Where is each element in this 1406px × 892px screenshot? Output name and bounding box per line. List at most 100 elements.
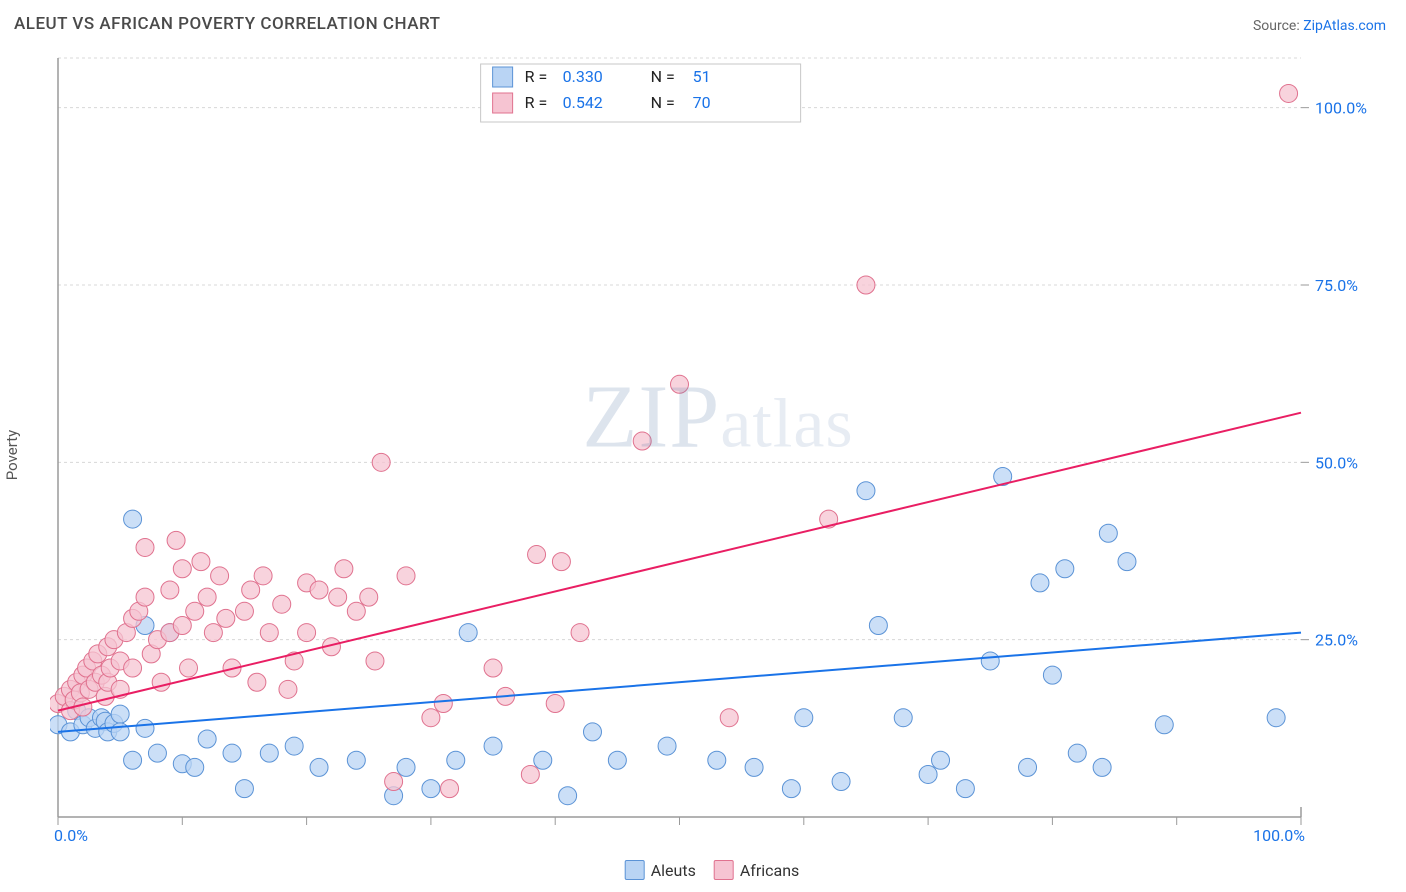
- africans-point: [136, 538, 154, 556]
- legend-swatch: [714, 860, 734, 880]
- aleuts-point: [745, 758, 763, 776]
- source-link[interactable]: ZipAtlas.com: [1303, 18, 1386, 34]
- africans-point: [254, 567, 272, 585]
- y-tick-label: 25.0%: [1315, 631, 1358, 650]
- aleuts-point: [1155, 716, 1173, 734]
- svg-text:N =: N =: [651, 93, 675, 112]
- africans-point: [1280, 84, 1298, 102]
- africans-point: [360, 588, 378, 606]
- aleuts-point: [235, 780, 253, 798]
- aleuts-point: [347, 751, 365, 769]
- africans-point: [434, 695, 452, 713]
- aleuts-point: [1118, 553, 1136, 571]
- africans-point: [720, 709, 738, 727]
- aleuts-point: [932, 751, 950, 769]
- africans-point: [372, 453, 390, 471]
- legend-swatch: [493, 67, 513, 87]
- aleuts-point: [484, 737, 502, 755]
- africans-point: [484, 659, 502, 677]
- africans-point: [279, 680, 297, 698]
- africans-point: [335, 560, 353, 578]
- aleuts-point: [310, 758, 328, 776]
- africans-point: [671, 375, 689, 393]
- africans-point: [441, 780, 459, 798]
- legend-label: Africans: [740, 861, 799, 880]
- africans-point: [310, 581, 328, 599]
- africans-point: [260, 624, 278, 642]
- aleuts-point: [956, 780, 974, 798]
- svg-text:0.542: 0.542: [563, 93, 603, 112]
- africans-point: [397, 567, 415, 585]
- x-tick-label: 100.0%: [1253, 826, 1305, 845]
- africans-point: [571, 624, 589, 642]
- aleuts-point: [223, 744, 241, 762]
- africans-point: [198, 588, 216, 606]
- africans-trendline: [58, 413, 1301, 711]
- bottom-legend: Aleuts Africans: [607, 860, 800, 880]
- africans-point: [186, 602, 204, 620]
- africans-point: [161, 581, 179, 599]
- africans-point: [124, 659, 142, 677]
- africans-point: [385, 773, 403, 791]
- africans-point: [235, 602, 253, 620]
- plot-area: ZIPatlas 25.0%50.0%75.0%100.0%0.0%100.0%…: [50, 50, 1386, 847]
- africans-point: [211, 567, 229, 585]
- africans-point: [248, 673, 266, 691]
- africans-point: [204, 624, 222, 642]
- x-tick-label: 0.0%: [54, 826, 88, 845]
- aleuts-point: [1056, 560, 1074, 578]
- legend-label: Aleuts: [651, 861, 696, 880]
- scatter-svg: 25.0%50.0%75.0%100.0%0.0%100.0%R =0.330N…: [50, 50, 1386, 847]
- y-axis-label: Poverty: [3, 430, 21, 480]
- svg-text:70: 70: [693, 93, 711, 112]
- aleuts-point: [919, 765, 937, 783]
- africans-point: [167, 531, 185, 549]
- aleuts-point: [708, 751, 726, 769]
- africans-point: [329, 588, 347, 606]
- africans-point: [546, 695, 564, 713]
- aleuts-point: [869, 616, 887, 634]
- svg-text:N =: N =: [651, 67, 675, 86]
- aleuts-point: [124, 751, 142, 769]
- africans-point: [298, 624, 316, 642]
- aleuts-trendline: [58, 633, 1301, 732]
- aleuts-point: [782, 780, 800, 798]
- aleuts-point: [148, 744, 166, 762]
- svg-text:51: 51: [693, 67, 711, 86]
- aleuts-point: [534, 751, 552, 769]
- aleuts-point: [894, 709, 912, 727]
- africans-point: [528, 546, 546, 564]
- legend-swatch: [625, 860, 645, 880]
- aleuts-point: [447, 751, 465, 769]
- africans-point: [273, 595, 291, 613]
- aleuts-point: [608, 751, 626, 769]
- y-tick-label: 75.0%: [1315, 276, 1358, 295]
- aleuts-point: [559, 787, 577, 805]
- aleuts-point: [1019, 758, 1037, 776]
- aleuts-point: [1043, 666, 1061, 684]
- africans-point: [242, 581, 260, 599]
- africans-point: [857, 276, 875, 294]
- africans-point: [152, 673, 170, 691]
- africans-point: [180, 659, 198, 677]
- africans-point: [366, 652, 384, 670]
- aleuts-point: [658, 737, 676, 755]
- africans-point: [521, 765, 539, 783]
- africans-point: [192, 553, 210, 571]
- aleuts-point: [111, 705, 129, 723]
- chart-title: ALEUT VS AFRICAN POVERTY CORRELATION CHA…: [14, 14, 440, 34]
- chart-container: ALEUT VS AFRICAN POVERTY CORRELATION CHA…: [0, 0, 1406, 892]
- africans-point: [633, 432, 651, 450]
- africans-point: [217, 609, 235, 627]
- africans-point: [136, 588, 154, 606]
- aleuts-point: [981, 652, 999, 670]
- africans-point: [422, 709, 440, 727]
- aleuts-point: [795, 709, 813, 727]
- aleuts-point: [1093, 758, 1111, 776]
- africans-point: [347, 602, 365, 620]
- y-tick-label: 100.0%: [1315, 99, 1367, 118]
- aleuts-point: [583, 723, 601, 741]
- aleuts-point: [1267, 709, 1285, 727]
- africans-point: [173, 616, 191, 634]
- chart-source: Source: ZipAtlas.com: [1253, 18, 1386, 34]
